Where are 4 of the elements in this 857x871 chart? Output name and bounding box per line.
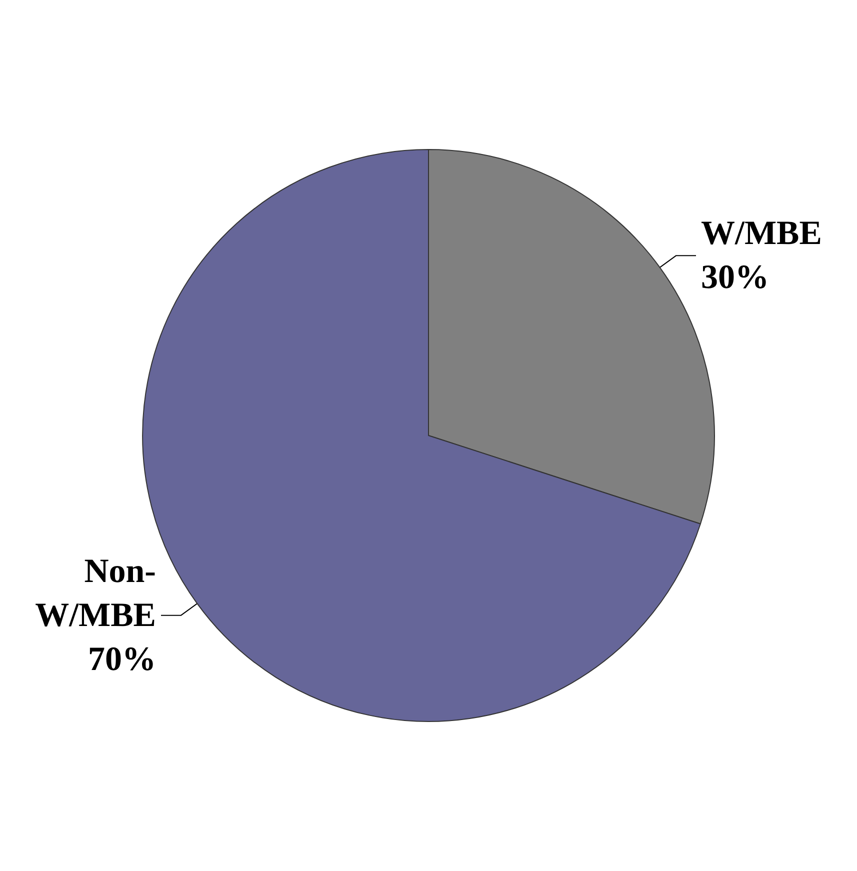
data-label: 30%: [701, 259, 770, 296]
slice-label: W/MBE: [701, 215, 822, 252]
data-label: 70%: [88, 640, 156, 678]
slice-label: Non-W/MBE: [35, 552, 156, 634]
